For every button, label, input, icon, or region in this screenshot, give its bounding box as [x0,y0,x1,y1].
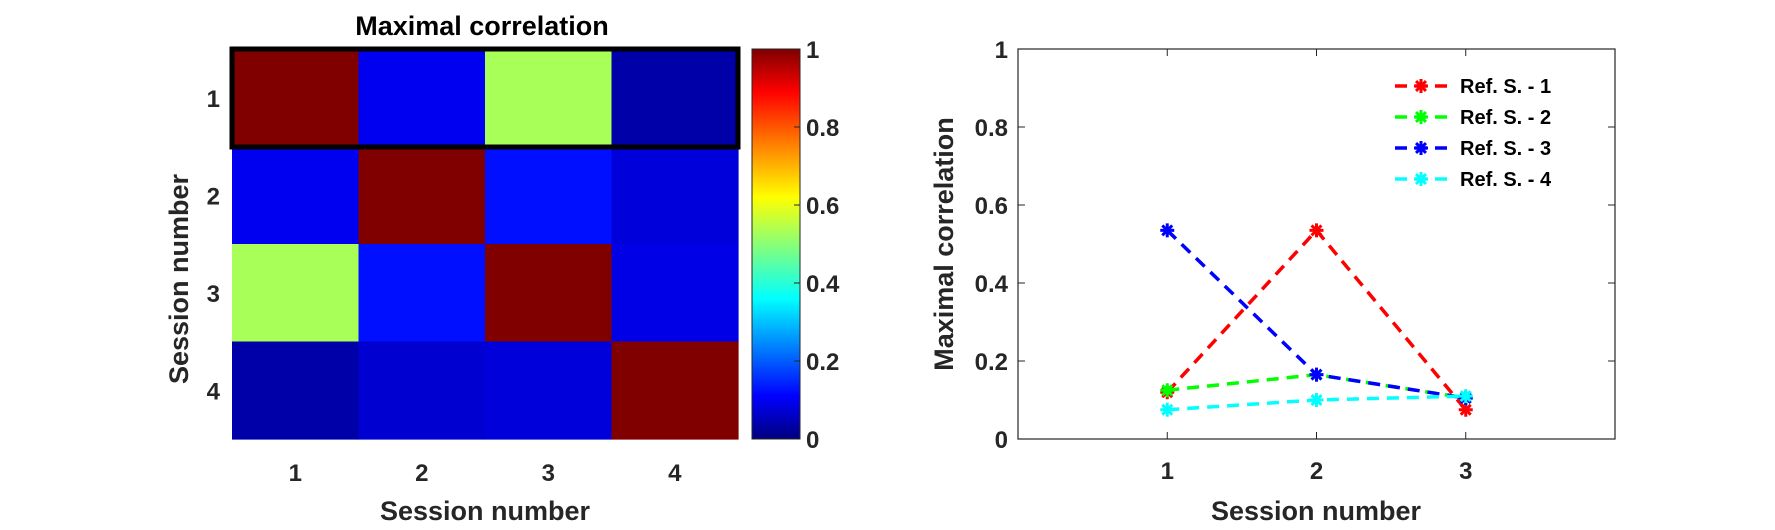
heatmap-cell [485,244,613,343]
legend-marker [1414,172,1428,186]
heatmap-y-ticks: 1 2 3 4 [207,86,221,406]
heatmap-y-tick-label: 2 [207,183,220,210]
heatmap-cell [485,49,613,148]
y-tick-label: 0.6 [975,193,1008,220]
heatmap-cell [232,244,360,343]
marker-core [1462,392,1470,400]
line-y-label: Maximal correlation [929,117,959,371]
legend-entry: Ref. S. - 1 [1460,76,1551,98]
marker-core [1417,175,1425,183]
heatmap-cell [358,146,486,245]
legend: Ref. S. - 1 Ref. S. - 2 Ref. S. - 3 Ref. S.… [1395,76,1552,191]
x-tick-label: 3 [1459,458,1472,485]
line-series [1160,223,1473,417]
y-tick-label: 0.8 [975,115,1008,142]
heatmap-cell [611,49,739,148]
colorbar-tick-label: 0.8 [806,115,839,142]
series-point [1309,393,1324,407]
heatmap-x-tick-label: 2 [415,460,428,487]
legend-marker [1414,110,1428,124]
heatmap-cell [232,146,360,245]
colorbar-tick-label: 0 [806,427,819,454]
series-point [1160,383,1175,398]
marker-core [1417,144,1425,152]
heatmap-cell [232,49,360,148]
y-tick-label: 1 [995,37,1008,64]
colorbar-tick-label: 0.4 [806,271,840,298]
heatmap-x-tick-label: 3 [542,460,555,487]
heatmap-cell [485,341,613,440]
series-point [1309,223,1324,238]
marker-core [1417,82,1425,90]
marker-core [1163,406,1171,414]
heatmap-panel: Maximal correlation 1 2 3 4 1 2 3 4 Session nu… [164,11,741,526]
heatmap-y-label: Session number [164,173,194,384]
highlighted-row-frame [229,46,741,150]
colorbar: 0 0.2 0.4 0.6 0.8 1 [751,37,840,454]
heatmap-x-tick-label: 1 [289,460,302,487]
line-ticks: 0 0.2 0.4 0.6 0.8 1 1 2 3 [975,37,1615,485]
marker-core [1163,386,1171,394]
heatmap-cell [611,341,739,440]
x-tick-label: 2 [1310,458,1323,485]
legend-entry: Ref. S. - 4 [1460,169,1552,191]
legend-entry: Ref. S. - 2 [1460,107,1551,129]
heatmap-cell [358,49,486,148]
heatmap-cell [611,244,739,343]
y-tick-label: 0.4 [975,271,1009,298]
series-point [1160,223,1175,238]
colorbar-gradient [751,48,801,440]
legend-marker [1414,79,1428,93]
legend-marker [1414,141,1428,155]
marker-core [1163,226,1171,234]
heatmap-x-tick-label: 4 [668,460,682,487]
colorbar-tick-label: 1 [806,37,819,64]
y-tick-label: 0 [995,427,1008,454]
marker-core [1313,226,1320,234]
heatmap-cell [232,341,360,440]
heatmap-cell [485,146,613,245]
series-point [1160,402,1175,417]
heatmap-x-ticks: 1 2 3 4 [289,460,683,487]
heatmap-x-label: Session number [380,496,591,526]
y-tick-label: 0.2 [975,349,1008,376]
colorbar-tick-label: 0.2 [806,349,839,376]
line-x-label: Session number [1211,496,1422,526]
heatmap-y-tick-label: 3 [207,281,220,308]
marker-core [1313,396,1320,404]
series-point [1309,367,1324,382]
heatmap-cell [611,146,739,245]
marker-core [1417,113,1425,121]
colorbar-tick-label: 0.6 [806,193,839,220]
heatmap-y-tick-label: 1 [207,86,220,113]
colorbar-ticks: 0 0.2 0.4 0.6 0.8 1 [794,37,840,454]
heatmap-title: Maximal correlation [355,11,609,41]
series-point [1458,402,1473,417]
heatmap-cell [358,341,486,440]
heatmap-y-tick-label: 4 [207,378,221,405]
line-panel: 0 0.2 0.4 0.6 0.8 1 1 2 3 Session number Maximal… [929,37,1616,526]
x-tick-label: 1 [1161,458,1174,485]
marker-core [1462,406,1470,414]
series-point [1458,389,1473,404]
heatmap-cell [358,244,486,343]
marker-core [1313,371,1320,379]
heatmap-cells [232,49,739,440]
legend-entry: Ref. S. - 3 [1460,138,1551,160]
